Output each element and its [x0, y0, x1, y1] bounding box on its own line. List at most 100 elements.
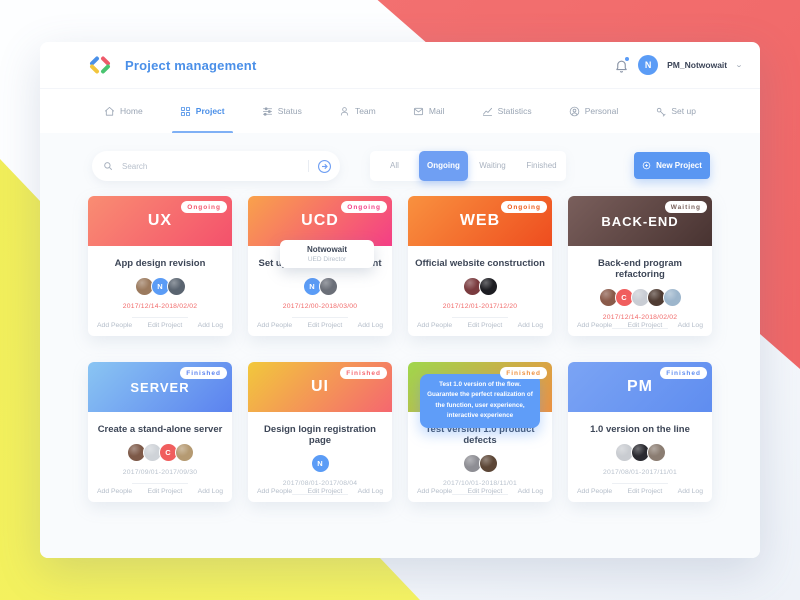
add-people-link[interactable]: Add People — [577, 487, 613, 495]
member-avatar-photo[interactable] — [462, 277, 482, 296]
card-header: BACK-END Waiting — [568, 196, 712, 246]
card-code: UX — [147, 212, 173, 229]
edit-project-link[interactable]: Edit Project — [307, 321, 343, 329]
edit-project-link[interactable]: Edit Project — [627, 487, 663, 495]
filter-ongoing[interactable]: Ongoing — [419, 151, 468, 181]
nav-item-label: Set up — [671, 106, 696, 116]
nav-item-label: Personal — [584, 106, 619, 116]
nav-item-status[interactable]: Status — [262, 89, 302, 133]
card-date: 2017/08/01-2017/11/01 — [603, 469, 677, 476]
new-project-button[interactable]: New Project — [634, 152, 710, 179]
project-icon — [180, 106, 190, 116]
card-code: PM — [627, 378, 653, 395]
project-card: UX Ongoing App design revision N 2017/12… — [88, 196, 232, 336]
edit-project-link[interactable]: Edit Project — [467, 321, 503, 329]
notification-bell-icon[interactable] — [614, 56, 630, 73]
card-divider — [132, 317, 188, 318]
member-avatar-photo[interactable] — [318, 277, 338, 296]
member-avatar-initial[interactable]: N — [310, 454, 330, 473]
user-avatar[interactable]: N — [638, 55, 659, 75]
edit-project-link[interactable]: Edit Project — [627, 321, 663, 329]
add-people-link[interactable]: Add People — [417, 487, 453, 495]
member-avatar-photo[interactable] — [166, 277, 186, 296]
status-icon — [262, 106, 272, 116]
project-card: UI Finished Design login registration pa… — [248, 362, 392, 502]
add-log-link[interactable]: Add Log — [677, 321, 703, 329]
filter-waiting[interactable]: Waiting — [479, 161, 506, 170]
nav-item-mail[interactable]: Mail — [413, 89, 444, 133]
card-footer: Add People Edit Project Add Log — [248, 314, 392, 336]
add-log-link[interactable]: Add Log — [677, 487, 703, 495]
content-area: All Ongoing Waiting Finished New Project UX… — [40, 133, 760, 558]
card-code: WEB — [459, 212, 501, 229]
search-input[interactable] — [120, 160, 300, 172]
add-log-link[interactable]: Add Log — [357, 321, 383, 329]
card-date: 2017/12/00-2018/03/00 — [282, 303, 358, 310]
nav-item-set-up[interactable]: Set up — [655, 89, 696, 133]
app-header: Project management N PM_Notwowait ⌄ — [40, 42, 760, 88]
member-avatar-photo[interactable] — [134, 277, 154, 296]
member-avatar-photo[interactable] — [174, 443, 194, 462]
nav-item-home[interactable]: Home — [104, 89, 143, 133]
card-date: 2017/08/01-2017/08/04 — [282, 480, 358, 487]
nav-item-statistics[interactable]: Statistics — [482, 89, 532, 133]
add-log-link[interactable]: Add Log — [517, 487, 543, 495]
add-people-link[interactable]: Add People — [257, 487, 293, 495]
filter-finished[interactable]: Finished — [526, 161, 557, 170]
add-people-link[interactable]: Add People — [97, 487, 133, 495]
member-avatar-photo[interactable] — [462, 454, 482, 473]
card-divider — [292, 494, 348, 495]
add-people-link[interactable]: Add People — [97, 321, 133, 329]
page-title: Project management — [125, 57, 257, 73]
member-avatar-photo[interactable] — [614, 443, 634, 462]
search-submit-icon[interactable] — [317, 159, 332, 174]
main-nav: Home Project Status Team Mail Statistics Perso… — [40, 88, 760, 134]
chevron-down-icon[interactable]: ⌄ — [734, 62, 744, 69]
member-avatar-initial[interactable]: N — [302, 277, 322, 296]
card-footer: Add People Edit Project Add Log — [408, 314, 552, 336]
card-avatars — [408, 277, 552, 296]
card-title: Design login registration page — [264, 424, 376, 446]
card-title: Test version 1.0 product defects — [425, 424, 535, 446]
add-log-link[interactable]: Add Log — [517, 321, 543, 329]
card-header: WEB Ongoing — [408, 196, 552, 246]
add-log-link[interactable]: Add Log — [197, 487, 223, 495]
member-avatar-photo[interactable] — [662, 288, 682, 307]
status-badge: Waiting — [664, 201, 707, 213]
nav-item-project[interactable]: Project — [171, 89, 233, 134]
add-people-link[interactable]: Add People — [577, 321, 613, 329]
card-code: UI — [311, 378, 329, 395]
card-footer: Add People Edit Project Add Log — [568, 480, 712, 502]
add-people-link[interactable]: Add People — [417, 321, 453, 329]
add-log-link[interactable]: Add Log — [357, 487, 383, 495]
card-title: Back-end program refactoring — [598, 258, 682, 280]
member-avatar-photo[interactable] — [630, 288, 650, 307]
filter-all[interactable]: All — [390, 161, 399, 170]
member-avatar-photo[interactable] — [646, 443, 666, 462]
nav-item-label: Home — [120, 106, 143, 116]
tooltip-user-role: UED Director — [307, 256, 347, 263]
nav-item-label: Statistics — [497, 106, 532, 116]
project-card: WEB Ongoing Official website constructio… — [408, 196, 552, 336]
nav-item-personal[interactable]: Personal — [569, 89, 619, 133]
add-log-link[interactable]: Add Log — [197, 321, 223, 329]
card-avatars: C — [568, 288, 712, 307]
member-avatar-photo[interactable] — [478, 277, 498, 296]
member-avatar-photo[interactable] — [142, 443, 162, 462]
mail-icon — [413, 107, 423, 115]
user-menu[interactable]: PM_Notwowait — [667, 60, 728, 70]
card-header: PM Finished — [568, 362, 712, 412]
member-avatar-photo[interactable] — [630, 443, 650, 462]
card-date: 2017/12/01-2017/12/20 — [442, 303, 518, 310]
edit-project-link[interactable]: Edit Project — [467, 487, 503, 495]
nav-item-team[interactable]: Team — [339, 89, 376, 133]
card-header: UCD Ongoing — [248, 196, 392, 246]
edit-project-link[interactable]: Edit Project — [147, 487, 183, 495]
edit-project-link[interactable]: Edit Project — [307, 487, 343, 495]
card-title: Create a stand-alone server — [97, 424, 223, 435]
project-card: BACK-END Waiting Back-end program refact… — [568, 196, 712, 336]
status-filter-group: All Ongoing Waiting Finished — [370, 151, 566, 181]
member-avatar-photo[interactable] — [478, 454, 498, 473]
add-people-link[interactable]: Add People — [257, 321, 293, 329]
edit-project-link[interactable]: Edit Project — [147, 321, 183, 329]
